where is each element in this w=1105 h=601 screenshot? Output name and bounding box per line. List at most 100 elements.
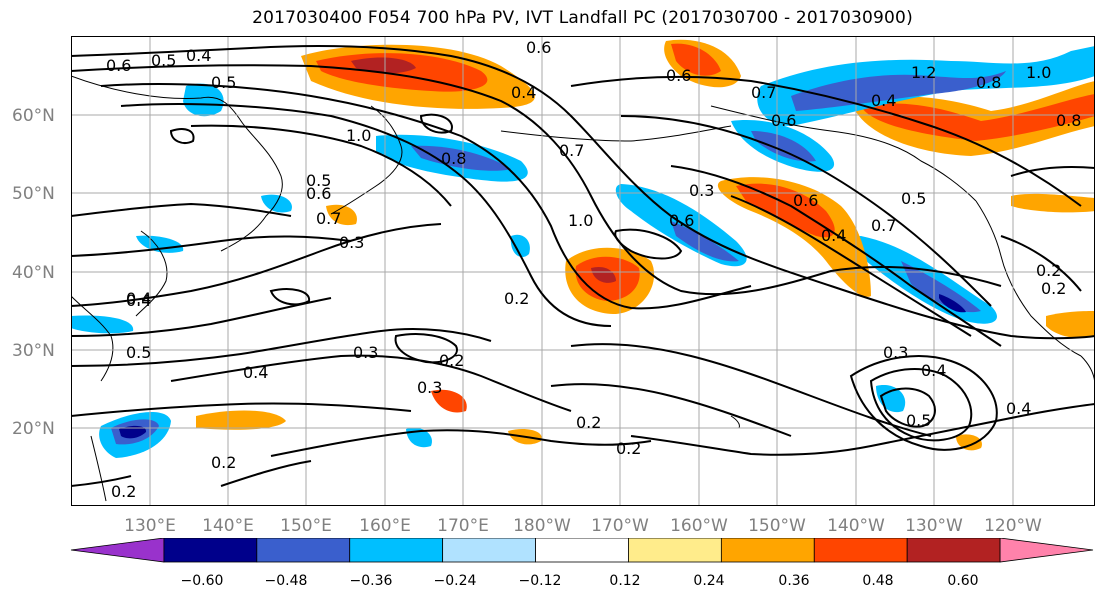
colorbar-tick-label: −0.36 [350, 573, 393, 589]
colorbar-tick-label: 0.24 [693, 573, 724, 589]
colorbar-segment [906, 538, 1001, 563]
shade-positive-nepac-core [736, 183, 835, 238]
contour-line [550, 383, 792, 437]
colorbar-segment [442, 538, 536, 563]
contour-label: 0.2 [504, 289, 529, 308]
lon-label: 150°W [748, 516, 806, 536]
lon-label: 140°E [202, 516, 254, 536]
contour-line [170, 354, 572, 412]
contour-label: 0.5 [126, 343, 151, 362]
colorbar-segment [535, 538, 629, 563]
colorbar-segment [349, 538, 444, 563]
contour-label: 0.8 [441, 149, 466, 168]
contour-line [269, 288, 311, 306]
lat-axis: 60°N 50°N 40°N 30°N 20°N [12, 106, 55, 439]
contour-line [570, 343, 932, 437]
contour-line [220, 460, 312, 487]
map-svg: 0.6 0.5 0.4 0.5 0.6 0.4 1.0 0.5 0.6 0.7 … [71, 36, 1095, 506]
lon-label: 180°W [513, 516, 571, 536]
gridlines [71, 36, 1095, 506]
contour-line [71, 235, 352, 257]
shade-negative-midnorth-core [411, 145, 511, 171]
contour-line [394, 333, 458, 364]
contour-line [71, 328, 492, 367]
contour-label: 0.7 [559, 141, 584, 160]
contour-label: 0.2 [1041, 279, 1066, 298]
shade-positive-small-f [1046, 311, 1095, 338]
contour-label: 0.4 [126, 289, 151, 308]
lat-label: 30°N [12, 341, 55, 361]
contour-label: 1.0 [346, 126, 371, 145]
contour-label: 0.6 [526, 38, 551, 57]
coast-asia-north [71, 75, 283, 252]
shade-negative-gulf-core [751, 131, 816, 162]
contour-line [120, 103, 612, 327]
shade-positive-small-b [431, 389, 467, 413]
contour-label: 0.2 [616, 439, 641, 458]
lon-axis: 130°E 140°E 150°E 160°E 170°E 180°W 170°… [124, 516, 1042, 536]
contour-line [1000, 235, 1082, 292]
shade-negative-small-a [510, 234, 530, 258]
shade-negative-west [71, 315, 134, 334]
contour-label: 0.4 [921, 361, 946, 380]
contour-label: 0.3 [339, 233, 364, 252]
contour-line [100, 83, 752, 310]
contour-label: 1.0 [1026, 63, 1051, 82]
colorbar-tick-label: −0.48 [265, 573, 308, 589]
contour-label: 0.3 [417, 378, 442, 397]
contour-label: 0.5 [906, 411, 931, 430]
contour-line [730, 195, 972, 337]
contour-line [169, 128, 195, 144]
colorbar-extend-max [999, 538, 1094, 563]
contour-label: 0.6 [771, 111, 796, 130]
contour-label: 0.5 [901, 189, 926, 208]
lon-label: 160°E [359, 516, 411, 536]
contour-line [71, 45, 1095, 340]
shade-negative-japan [136, 235, 184, 253]
coastlines [71, 75, 1095, 502]
lon-label: 170°W [591, 516, 649, 536]
colorbar-segment [813, 538, 908, 563]
colorbar-segment [256, 538, 351, 563]
contour-line [630, 403, 1095, 456]
lon-label: 170°E [437, 516, 489, 536]
contour-line [190, 124, 452, 207]
lat-label: 40°N [12, 263, 55, 283]
lon-label: 120°W [984, 516, 1042, 536]
contour-line [71, 475, 132, 487]
contour-line [869, 368, 973, 442]
contour-line [71, 223, 442, 307]
contour-label: 0.2 [576, 413, 601, 432]
shade-negative-alaska [183, 83, 224, 117]
lat-label: 60°N [12, 106, 55, 126]
contour-label: 0.7 [871, 216, 896, 235]
contour-label: 1.0 [568, 211, 593, 230]
contour-line [1010, 165, 1095, 177]
contour-label: 0.5 [306, 171, 331, 190]
contour-line [270, 429, 652, 457]
lon-label: 150°E [280, 516, 332, 536]
contour-line [670, 165, 1002, 347]
shade-positive-small-a [196, 410, 286, 430]
shade-negative-central-core [671, 221, 739, 262]
colorbar-tick-label: 0.36 [778, 573, 809, 589]
lon-label: 130°W [905, 516, 963, 536]
contour-label: 0.3 [689, 181, 714, 200]
map-title: 2017030400 F054 700 hPa PV, IVT Landfall… [252, 8, 913, 28]
shade-positive-small-g [956, 434, 982, 451]
contour-label: 0.4 [243, 363, 268, 382]
lat-label: 50°N [12, 184, 55, 204]
colorbar-tick-label: −0.60 [181, 573, 224, 589]
shade-positive-small-d [326, 204, 357, 226]
colorbar-segment [720, 538, 815, 563]
colorbar-tick-label: 0.60 [947, 573, 978, 589]
contour-line [419, 113, 453, 134]
contour-line [570, 75, 1082, 207]
contour-line [71, 297, 332, 337]
contour-line [71, 202, 292, 217]
contour-label: 0.6 [306, 184, 331, 203]
shade-positive-north-peak [351, 57, 416, 74]
contour-line [71, 402, 412, 417]
contour-label: 1.2 [911, 63, 936, 82]
contour-label: 0.2 [1036, 261, 1061, 280]
